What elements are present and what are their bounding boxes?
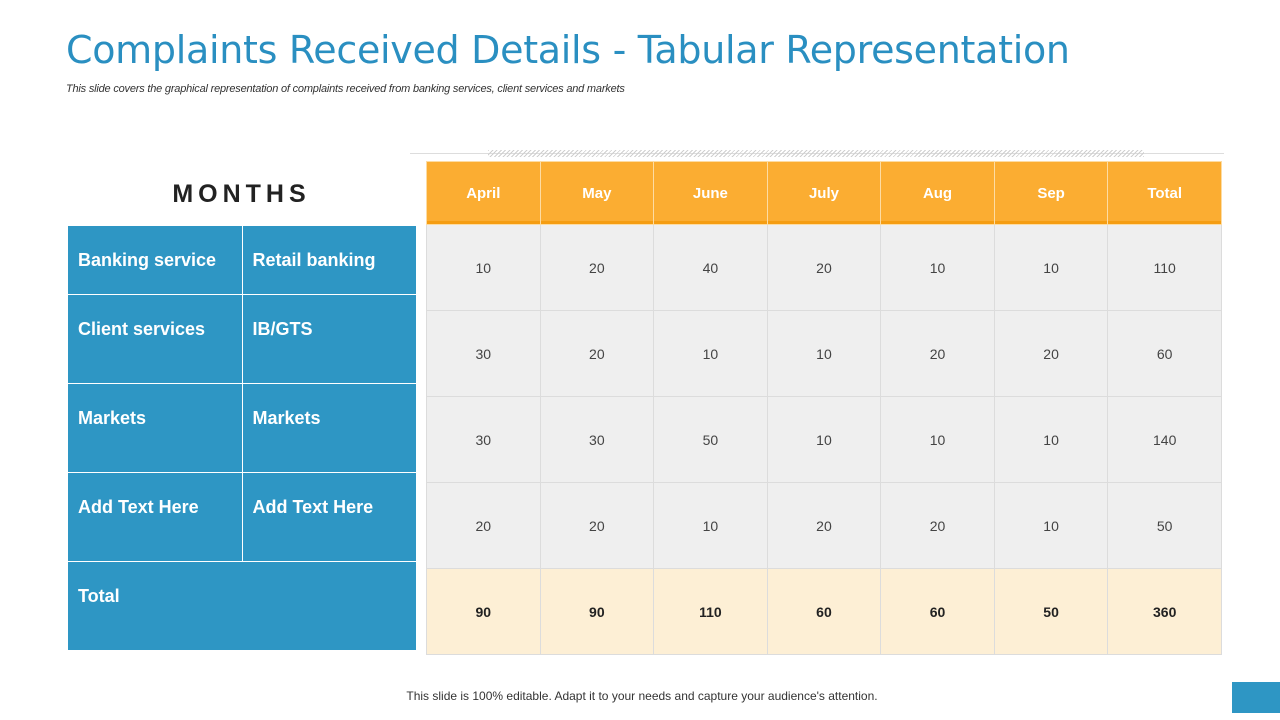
total-cell: 90	[426, 568, 541, 655]
table-cell: 30	[426, 396, 541, 483]
table-cell: 10	[766, 310, 882, 397]
total-cell: 60	[880, 568, 995, 655]
monthly-data-table: April May June July Aug Sep Total 10 20 …	[426, 161, 1222, 655]
category-cell: Add Text Here	[67, 472, 243, 562]
category-table: Banking service Retail banking Client se…	[67, 225, 417, 651]
page-subtitle: This slide covers the graphical represen…	[66, 83, 625, 95]
grand-total-cell: 360	[1107, 568, 1222, 655]
table-cell: 20	[426, 482, 541, 569]
months-heading: MONTHS	[172, 180, 311, 208]
table-row: 10 20 40 20 10 10 110	[426, 224, 1222, 311]
table-cell: 20	[539, 310, 655, 397]
month-header: Aug	[880, 161, 995, 225]
month-header: June	[653, 161, 768, 225]
subcategory-cell: Retail banking	[241, 225, 417, 295]
page-title: Complaints Received Details - Tabular Re…	[66, 28, 1070, 72]
table-row: 30 20 10 10 20 20 60	[426, 310, 1222, 397]
subcategory-cell: Add Text Here	[241, 472, 417, 562]
table-cell: 20	[539, 482, 655, 569]
table-cell: 20	[880, 310, 995, 397]
table-cell: 30	[539, 396, 655, 483]
total-header: Total	[1107, 161, 1222, 225]
total-label: Total	[67, 561, 417, 651]
footer-note: This slide is 100% editable. Adapt it to…	[406, 689, 878, 703]
total-cell: 50	[993, 568, 1109, 655]
subcategory-cell: IB/GTS	[241, 294, 417, 384]
corner-accent-block	[1232, 682, 1280, 713]
table-cell: 20	[766, 224, 882, 311]
table-cell: 10	[993, 224, 1109, 311]
table-cell: 40	[653, 224, 768, 311]
table-row: 30 30 50 10 10 10 140	[426, 396, 1222, 483]
total-cell: 110	[653, 568, 768, 655]
table-cell: 20	[766, 482, 882, 569]
month-header-row: April May June July Aug Sep Total	[426, 161, 1222, 225]
month-header: Sep	[993, 161, 1109, 225]
table-cell: 10	[653, 310, 768, 397]
category-row: Client services IB/GTS	[67, 294, 417, 384]
category-cell: Client services	[67, 294, 243, 384]
row-total-cell: 110	[1107, 224, 1222, 311]
table-cell: 10	[880, 396, 995, 483]
category-total-row: Total	[67, 561, 417, 651]
table-cell: 10	[993, 482, 1109, 569]
table-cell: 50	[653, 396, 768, 483]
month-header: May	[539, 161, 655, 225]
month-header: April	[426, 161, 541, 225]
totals-row: 90 90 110 60 60 50 360	[426, 568, 1222, 655]
category-row: Add Text Here Add Text Here	[67, 472, 417, 562]
decorative-hatch	[488, 150, 1144, 157]
category-cell: Markets	[67, 383, 243, 473]
table-cell: 10	[653, 482, 768, 569]
table-cell: 10	[993, 396, 1109, 483]
total-cell: 90	[539, 568, 655, 655]
row-total-cell: 60	[1107, 310, 1222, 397]
month-header: July	[766, 161, 882, 225]
table-cell: 20	[880, 482, 995, 569]
table-row: 20 20 10 20 20 10 50	[426, 482, 1222, 569]
row-total-cell: 140	[1107, 396, 1222, 483]
total-cell: 60	[766, 568, 882, 655]
table-cell: 10	[426, 224, 541, 311]
table-cell: 10	[880, 224, 995, 311]
category-row: Markets Markets	[67, 383, 417, 473]
table-cell: 10	[766, 396, 882, 483]
category-cell: Banking service	[67, 225, 243, 295]
category-row: Banking service Retail banking	[67, 225, 417, 295]
table-cell: 20	[539, 224, 655, 311]
row-total-cell: 50	[1107, 482, 1222, 569]
subcategory-cell: Markets	[241, 383, 417, 473]
table-cell: 30	[426, 310, 541, 397]
table-cell: 20	[993, 310, 1109, 397]
